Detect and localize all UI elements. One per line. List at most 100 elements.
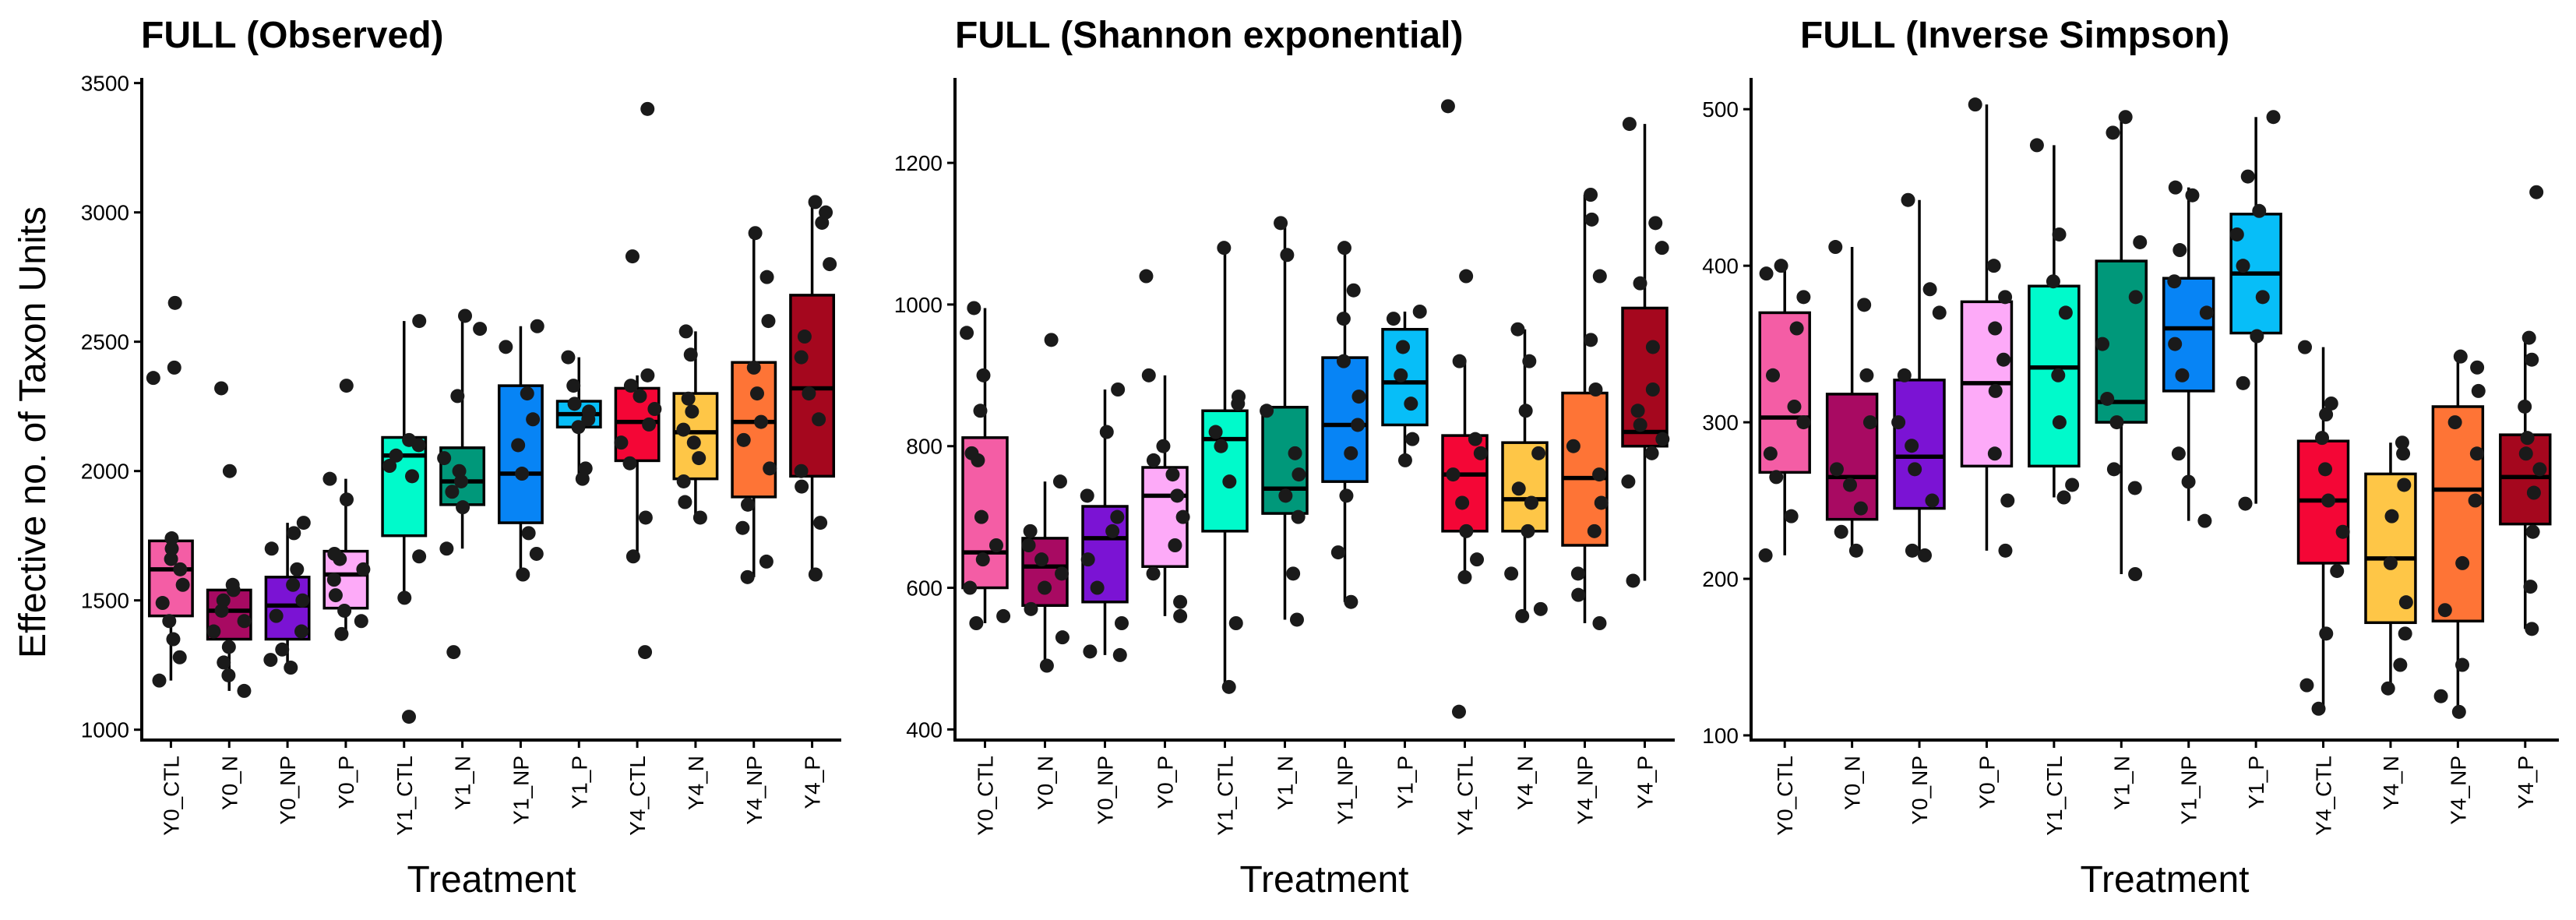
data-point — [1905, 543, 1919, 558]
data-point — [2532, 462, 2547, 477]
data-point — [445, 485, 460, 499]
data-point — [974, 509, 988, 524]
data-point — [275, 642, 290, 657]
data-point — [1039, 658, 1054, 673]
data-point — [1769, 470, 1784, 485]
data-point — [622, 456, 637, 471]
data-point — [2324, 396, 2338, 411]
data-point — [2299, 678, 2314, 693]
data-point — [2383, 555, 2398, 570]
data-point — [1531, 446, 1546, 460]
y-tick-label: 500 — [1702, 97, 1739, 122]
data-point — [1080, 552, 1095, 567]
x-tick-label: Y0_N — [1034, 756, 1058, 810]
data-point — [2100, 391, 2115, 406]
data-point — [339, 492, 354, 507]
data-point — [1168, 538, 1182, 552]
box-Y4_P — [2499, 185, 2552, 636]
data-point — [1511, 481, 1526, 496]
data-point — [1274, 216, 1288, 231]
data-point — [439, 541, 454, 556]
data-point — [960, 326, 974, 340]
data-point — [640, 101, 655, 116]
x-tick-label: Y0_CTL — [1773, 756, 1797, 836]
box-rect — [1201, 409, 1249, 533]
data-point — [1510, 322, 1525, 337]
data-point — [967, 301, 981, 315]
data-point — [146, 371, 160, 386]
data-point — [1099, 425, 1114, 439]
box-Y1_P — [1381, 305, 1429, 467]
data-point — [633, 389, 647, 404]
data-point — [412, 314, 427, 329]
x-tick-label: Y4_N — [2379, 756, 2403, 810]
data-point — [2065, 478, 2080, 492]
data-point — [1988, 383, 2003, 398]
x-tick-label: Y0_P — [1975, 756, 1999, 809]
data-point — [1228, 616, 1243, 630]
data-point — [2052, 227, 2067, 241]
y-tick-label: 400 — [1702, 254, 1739, 278]
data-point — [2311, 701, 2326, 716]
data-point — [2056, 490, 2071, 505]
data-point — [529, 546, 544, 561]
data-point — [1034, 552, 1049, 567]
box-Y0_N — [1021, 333, 1070, 673]
data-point — [2106, 462, 2121, 477]
data-point — [763, 461, 777, 476]
data-point — [2451, 704, 2466, 719]
data-point — [225, 577, 240, 592]
data-point — [2175, 368, 2190, 382]
data-point — [2529, 185, 2544, 199]
data-point — [1217, 241, 1232, 256]
box-rect — [2162, 277, 2215, 393]
box-Y0_P — [322, 379, 371, 641]
data-point — [1336, 312, 1351, 326]
data-point — [2185, 188, 2200, 203]
box-Y1_NP — [2162, 180, 2215, 528]
box-rect — [1825, 393, 1879, 521]
data-point — [1570, 566, 1585, 581]
data-point — [1473, 446, 1488, 460]
data-point — [808, 195, 823, 210]
data-point — [354, 614, 368, 629]
data-point — [1986, 259, 2001, 273]
box-rect — [2431, 405, 2485, 623]
data-point — [1038, 580, 1052, 595]
data-point — [2168, 337, 2183, 351]
data-point — [561, 350, 576, 365]
data-point — [172, 650, 187, 664]
data-point — [1286, 566, 1301, 581]
data-point — [749, 386, 764, 401]
data-point — [2127, 481, 2142, 495]
data-point — [1622, 117, 1637, 132]
data-point — [794, 350, 809, 365]
x-tick-label: Y4_P — [1633, 756, 1658, 809]
data-point — [1222, 474, 1237, 489]
y-tick-label: 200 — [1702, 567, 1739, 591]
x-axis-title: Treatment — [1240, 859, 1409, 901]
data-point — [1470, 552, 1485, 567]
data-point — [1932, 305, 1947, 320]
data-point — [2393, 657, 2408, 672]
data-point — [454, 474, 469, 488]
box-rect — [1758, 311, 1811, 474]
x-tick-label: Y1_NP — [509, 756, 533, 825]
y-tick-label: 600 — [906, 576, 943, 601]
data-point — [401, 710, 416, 724]
data-point — [1021, 538, 1036, 552]
x-tick-label: Y0_CTL — [159, 756, 183, 836]
data-point — [2469, 446, 2484, 461]
box-Y1_NP — [1321, 241, 1369, 609]
data-point — [2240, 169, 2255, 184]
data-point — [1592, 269, 1607, 284]
data-point — [1584, 333, 1598, 347]
data-point — [452, 464, 467, 478]
data-point — [294, 624, 309, 639]
data-point — [2521, 330, 2536, 345]
data-point — [2236, 259, 2250, 273]
data-point — [2525, 524, 2540, 539]
x-tick-label: Y1_N — [451, 756, 475, 810]
data-point — [216, 593, 231, 608]
